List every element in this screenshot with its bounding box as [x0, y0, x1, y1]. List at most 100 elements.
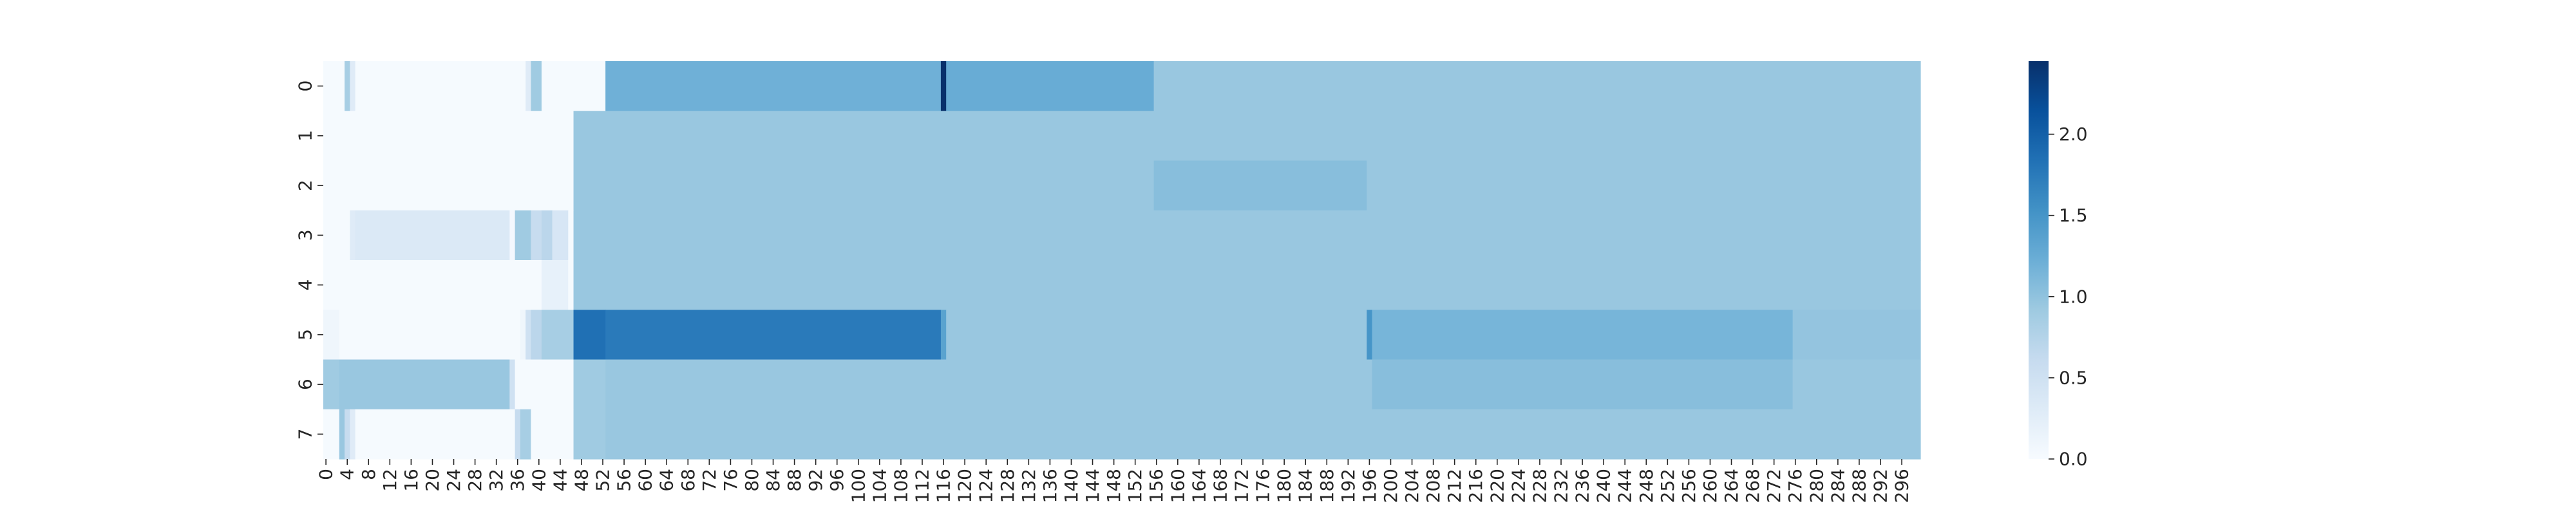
heatmap-cell — [339, 409, 345, 460]
heatmap-cell — [531, 61, 542, 111]
colorbar-tick-label: 0.0 — [2059, 449, 2088, 470]
heatmap-cell — [573, 409, 606, 460]
heatmap-cell — [323, 160, 574, 211]
x-tick-label: 4 — [337, 469, 358, 480]
x-tick-label: 44 — [549, 469, 571, 492]
heatmap-cell — [573, 160, 1155, 211]
x-tick-label: 220 — [1486, 469, 1508, 503]
x-tick-label: 268 — [1742, 469, 1763, 503]
x-tick-label: 136 — [1039, 469, 1061, 503]
heatmap-cell — [531, 210, 542, 261]
x-tick-label: 248 — [1636, 469, 1657, 503]
heatmap-cell — [515, 210, 531, 261]
x-tick-label: 164 — [1188, 469, 1209, 503]
colorbar-tick-label: 1.0 — [2059, 286, 2088, 307]
heatmap-cell — [350, 61, 356, 111]
heatmap-cell — [520, 310, 526, 360]
heatmap-cell — [531, 409, 574, 460]
heatmap-cell — [1153, 160, 1367, 211]
x-tick-label: 68 — [677, 469, 699, 492]
x-tick-label: 24 — [443, 469, 464, 492]
x-tick-label: 228 — [1529, 469, 1550, 503]
heatmap-cell — [339, 310, 521, 360]
y-tick-label: 1 — [295, 130, 316, 142]
x-tick-label: 180 — [1274, 469, 1295, 503]
y-tick-label: 6 — [295, 379, 316, 390]
heatmap-cell — [1372, 359, 1794, 410]
heatmap-cell — [940, 310, 947, 360]
heatmap-cell — [323, 61, 345, 111]
heatmap-cell — [355, 210, 510, 261]
x-tick-label: 132 — [1018, 469, 1039, 503]
x-tick-label: 16 — [401, 469, 422, 492]
x-tick-label: 212 — [1444, 469, 1465, 503]
y-tick-label: 3 — [295, 229, 316, 241]
x-tick-label: 276 — [1785, 469, 1806, 503]
heatmap-cell — [323, 111, 574, 162]
heatmap-cell — [323, 260, 542, 310]
heatmap-cell — [605, 61, 942, 111]
x-tick-label: 0 — [316, 469, 337, 480]
x-tick-label: 216 — [1465, 469, 1486, 503]
x-tick-label: 112 — [912, 469, 933, 503]
x-tick-label: 232 — [1551, 469, 1572, 503]
x-tick-label: 120 — [954, 469, 976, 503]
x-tick-label: 64 — [656, 469, 677, 492]
heatmap-cell — [573, 111, 1921, 162]
heatmap-cell — [1792, 359, 1921, 410]
x-tick-label: 200 — [1380, 469, 1401, 503]
x-tick-label: 32 — [486, 469, 507, 492]
x-tick-label: 108 — [890, 469, 911, 503]
x-tick-label: 280 — [1806, 469, 1827, 503]
x-tick-label: 296 — [1891, 469, 1913, 503]
x-axis: 0 4 8 12 16 20 24 28 32 36 40 44 48 52 56 60 64 68 72 76 80 8… — [316, 459, 1913, 503]
x-tick-label: 56 — [614, 469, 635, 492]
heatmap-cell — [515, 409, 521, 460]
heatmap-cell — [1367, 160, 1921, 211]
x-tick-label: 144 — [1082, 469, 1103, 503]
x-tick-label: 48 — [571, 469, 592, 492]
heatmap-cell — [345, 61, 350, 111]
x-tick-label: 236 — [1572, 469, 1593, 503]
x-tick-label: 20 — [422, 469, 443, 492]
heatmap-cell — [531, 310, 542, 360]
y-tick-label: 5 — [295, 329, 316, 341]
heatmap-cell — [940, 61, 947, 111]
x-tick-label: 140 — [1061, 469, 1082, 503]
heatmap-cell — [568, 260, 574, 310]
heatmap-cell — [541, 260, 569, 310]
x-tick-label: 148 — [1103, 469, 1124, 503]
x-tick-label: 224 — [1508, 469, 1529, 503]
x-tick-label: 196 — [1359, 469, 1380, 503]
x-tick-label: 116 — [933, 469, 954, 503]
colorbar-tick-label: 1.5 — [2059, 205, 2088, 226]
heatmap-cell — [526, 310, 531, 360]
x-tick-label: 104 — [869, 469, 890, 503]
heatmap-cell — [323, 210, 350, 261]
x-tick-label: 260 — [1700, 469, 1721, 503]
heatmap-cells — [323, 61, 1921, 460]
x-tick-label: 72 — [699, 469, 720, 492]
x-tick-label: 96 — [826, 469, 848, 492]
heatmap-cell — [509, 359, 516, 410]
heatmap-cell — [573, 310, 606, 360]
heatmap-cell — [605, 310, 942, 360]
colorbar-tick-label: 0.5 — [2059, 367, 2088, 388]
x-tick-label: 60 — [635, 469, 656, 492]
x-tick-label: 76 — [720, 469, 741, 492]
colorbar-ticks: 0.0 0.5 1.0 1.5 2.0 — [2049, 124, 2088, 470]
heatmap-cell — [541, 310, 574, 360]
heatmap-cell — [509, 210, 516, 261]
heatmap-cell — [355, 409, 516, 460]
x-tick-label: 172 — [1231, 469, 1253, 503]
y-tick-label: 4 — [295, 279, 316, 291]
heatmap-cell — [946, 61, 1155, 111]
x-tick-label: 272 — [1763, 469, 1785, 503]
x-tick-label: 100 — [848, 469, 869, 503]
heatmap-cell — [355, 61, 526, 111]
x-tick-label: 252 — [1657, 469, 1678, 503]
x-tick-label: 208 — [1423, 469, 1444, 503]
heatmap-cell — [1153, 61, 1921, 111]
heatmap-cell — [1372, 310, 1794, 360]
heatmap-cell — [605, 409, 1921, 460]
